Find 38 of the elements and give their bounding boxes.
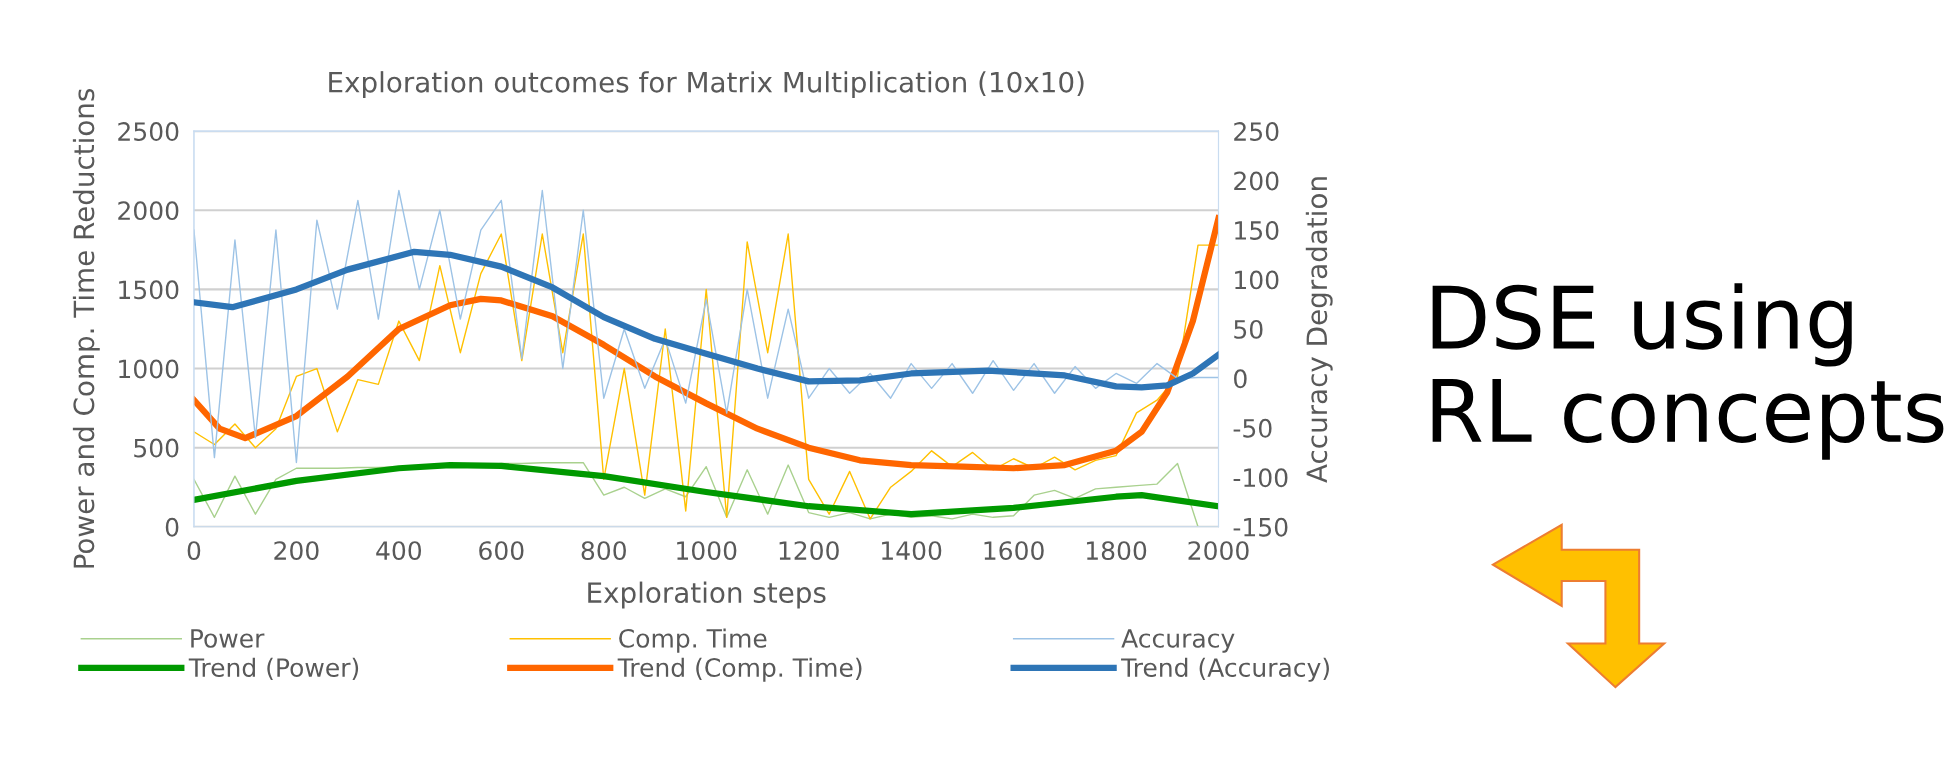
x-tick-label: 1600 xyxy=(984,541,1044,561)
y2-tick-label: 150 xyxy=(1235,221,1279,240)
y2-tick-label: -50 xyxy=(1233,418,1272,438)
x-tick-label: 1000 xyxy=(677,541,737,561)
x-tick-label: 200 xyxy=(274,541,319,561)
y2-tick-label: -150 xyxy=(1233,517,1288,537)
legend-label: Trend (Comp. Time) xyxy=(617,657,862,682)
y-tick-label: 0 xyxy=(165,517,179,537)
legend-label: Power xyxy=(191,629,265,648)
y-tick-label: 1000 xyxy=(119,359,179,379)
y-axis-title: Power and Comp. Time Reductions xyxy=(72,88,100,568)
x-axis-title: Exploration steps xyxy=(588,581,826,609)
x-tick-label: 1200 xyxy=(779,541,839,561)
y-tick-label: 2000 xyxy=(118,201,179,221)
x-tick-label: 600 xyxy=(479,541,524,561)
y-tick-label: 1500 xyxy=(119,280,179,300)
y-tick-label: 2500 xyxy=(118,122,179,141)
chart-title: Exploration outcomes for Matrix Multiplication (10x10) xyxy=(329,71,1084,99)
x-tick-label: 1800 xyxy=(1086,541,1147,561)
x-tick-label: 800 xyxy=(581,541,626,561)
y-tick-label: 500 xyxy=(134,438,179,458)
x-tick-label: 0 xyxy=(187,541,201,561)
legend-label: Trend (Accuracy) xyxy=(1121,657,1329,682)
x-tick-label: 400 xyxy=(376,541,422,561)
y2-tick-label: -100 xyxy=(1233,468,1288,488)
y2-tick-label: 50 xyxy=(1234,319,1263,339)
y2-axis-title: Accuracy Degradation xyxy=(1305,177,1333,483)
x-tick-label: 2000 xyxy=(1188,541,1249,561)
y2-tick-label: 0 xyxy=(1234,369,1247,389)
legend-label: Trend (Power) xyxy=(188,657,359,680)
x-tick-label: 1400 xyxy=(882,541,942,561)
y2-tick-label: 200 xyxy=(1234,171,1279,191)
y2-tick-label: 250 xyxy=(1234,122,1279,141)
legend-label: Accuracy xyxy=(1121,629,1235,653)
y2-tick-label: 100 xyxy=(1235,270,1279,290)
line-series xyxy=(193,233,1219,520)
legend-label: Comp. Time xyxy=(619,628,767,653)
text: DSE using RL concepts xyxy=(1432,283,1944,460)
